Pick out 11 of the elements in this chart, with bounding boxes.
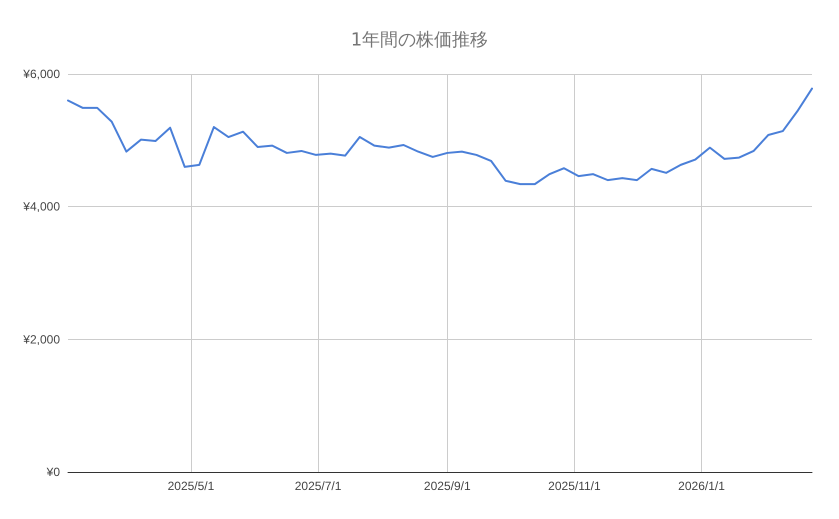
x-tick-label: 2025/11/1: [548, 479, 601, 493]
y-tick-label: ¥0: [46, 465, 60, 479]
x-tick-label: 2025/5/1: [168, 479, 215, 493]
line-series: [67, 88, 813, 186]
x-tick-label: 2025/7/1: [294, 479, 342, 493]
y-tick-label: ¥6,000: [22, 67, 60, 81]
y-tick-label: ¥2,000: [22, 332, 60, 346]
y-tick-label: ¥4,000: [22, 200, 60, 214]
chart-title: 1年間の株価推移: [350, 30, 488, 50]
x-tick-label: 2025/9/1: [424, 479, 471, 493]
x-tick-label: 2026/1/1: [678, 479, 726, 493]
